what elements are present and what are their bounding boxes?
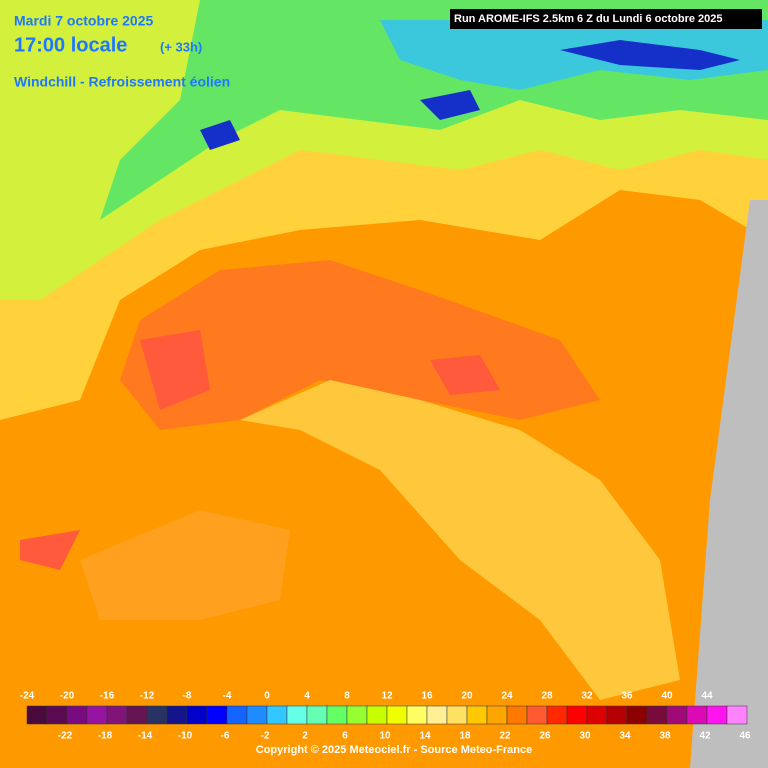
- legend-box: [46, 705, 68, 725]
- legend-box: [26, 705, 48, 725]
- legend-label: 4: [304, 691, 310, 702]
- legend-label: 44: [701, 691, 713, 702]
- legend-label: 12: [381, 691, 393, 702]
- legend-label: 28: [541, 691, 553, 702]
- legend-box: [126, 705, 148, 725]
- hot-spots: [20, 330, 500, 570]
- legend-box: [446, 705, 468, 725]
- legend-box: [626, 705, 648, 725]
- legend-label: 22: [499, 731, 511, 742]
- legend-label: 36: [621, 691, 633, 702]
- legend-label: -24: [20, 691, 35, 702]
- legend-box: [506, 705, 528, 725]
- time: 17:00 locale: [14, 34, 127, 56]
- legend-label: 8: [344, 691, 350, 702]
- legend-box: [386, 705, 408, 725]
- legend-box: [606, 705, 628, 725]
- legend-box: [266, 705, 288, 725]
- legend-box: [286, 705, 308, 725]
- legend-label: -14: [138, 731, 153, 742]
- legend-box: [306, 705, 328, 725]
- legend-label: 32: [581, 691, 593, 702]
- legend-label: 38: [659, 731, 671, 742]
- date: Mardi 7 octobre 2025: [14, 13, 153, 29]
- legend-box: [146, 705, 168, 725]
- legend-box: [406, 705, 428, 725]
- legend-label: -20: [60, 691, 75, 702]
- parameter: Windchill - Refroissement éolien: [14, 74, 230, 90]
- legend-label: -6: [221, 731, 230, 742]
- legend-label: 24: [501, 691, 513, 702]
- legend-label: -8: [183, 691, 192, 702]
- legend-label: 40: [661, 691, 673, 702]
- legend-label: 0: [264, 691, 270, 702]
- legend-box: [666, 705, 688, 725]
- legend-box: [466, 705, 488, 725]
- legend-label: 2: [302, 731, 308, 742]
- run-info: Run AROME-IFS 2.5km 6 Z du Lundi 6 octob…: [454, 13, 723, 25]
- legend-box: [246, 705, 268, 725]
- legend-label: 30: [579, 731, 591, 742]
- legend-label: -4: [223, 691, 232, 702]
- legend-box: [646, 705, 668, 725]
- legend-box: [86, 705, 108, 725]
- legend-box: [486, 705, 508, 725]
- legend-label: 16: [421, 691, 433, 702]
- legend-label: 10: [379, 731, 391, 742]
- run-box: [450, 9, 762, 29]
- legend-box: [206, 705, 228, 725]
- legend-box: [586, 705, 608, 725]
- legend-label: -10: [178, 731, 193, 742]
- offset: (+ 33h): [160, 39, 202, 54]
- legend-box: [366, 705, 388, 725]
- legend-label: -18: [98, 731, 113, 742]
- legend-box: [226, 705, 248, 725]
- legend-label: 26: [539, 731, 551, 742]
- legend-label: -16: [100, 691, 115, 702]
- legend-box: [66, 705, 88, 725]
- legend-label: 18: [459, 731, 471, 742]
- legend-label: -22: [58, 731, 73, 742]
- peaks: [200, 40, 740, 150]
- legend-box: [426, 705, 448, 725]
- apennines: [240, 380, 680, 700]
- legend-box: [106, 705, 128, 725]
- copyright: Copyright © 2025 Meteociel.fr - Source M…: [256, 744, 532, 756]
- legend-box: [686, 705, 708, 725]
- legend-label: -2: [261, 731, 270, 742]
- legend-box: [166, 705, 188, 725]
- legend-label: 14: [419, 731, 431, 742]
- legend-box: [566, 705, 588, 725]
- legend-label: 20: [461, 691, 473, 702]
- legend-label: 6: [342, 731, 348, 742]
- sea-cool: [80, 510, 290, 620]
- legend-box: [526, 705, 548, 725]
- legend-box: [726, 705, 748, 725]
- legend-label: 46: [739, 731, 751, 742]
- legend-box: [346, 705, 368, 725]
- legend-box: [706, 705, 728, 725]
- alps-high: [380, 20, 768, 90]
- legend-label: 34: [619, 731, 631, 742]
- outside-domain: [690, 200, 768, 768]
- legend-box: [546, 705, 568, 725]
- legend-label: 42: [699, 731, 711, 742]
- legend-box: [186, 705, 208, 725]
- legend-label: -12: [140, 691, 155, 702]
- legend: -24-22-20-18-16-14-12-10-8-6-4-202468101…: [20, 691, 751, 742]
- legend-box: [326, 705, 348, 725]
